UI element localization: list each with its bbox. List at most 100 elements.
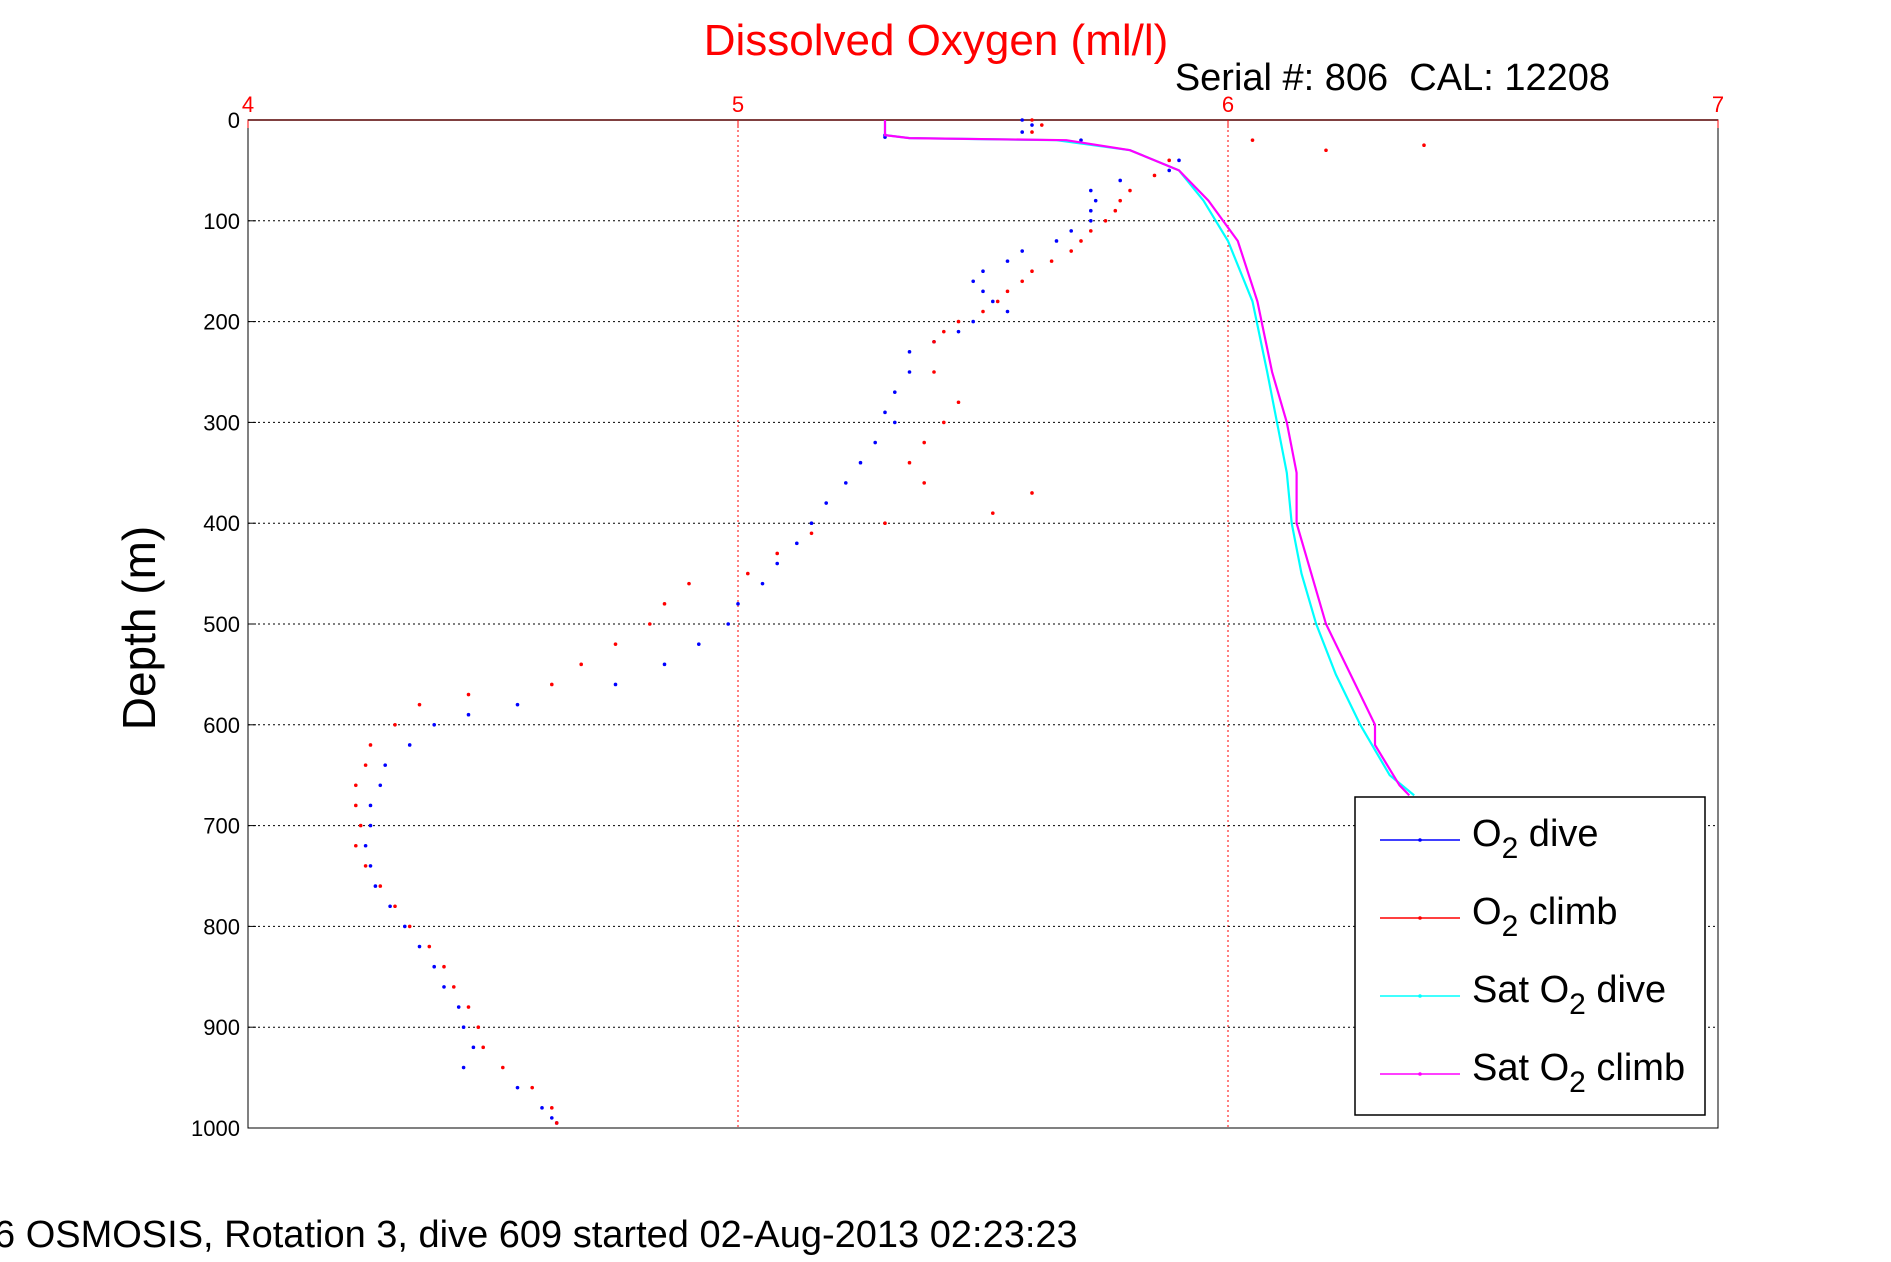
legend-marker-o2-dive (1418, 838, 1422, 842)
series-o2-dive-point (824, 501, 828, 505)
series-o2-climb-point (442, 964, 446, 969)
x-tick-label: 7 (1712, 92, 1724, 117)
series-o2-climb-point (648, 622, 652, 626)
series-o2-climb-point (1079, 239, 1083, 243)
y-tick-label: 300 (203, 410, 240, 435)
series-o2-dive-point (1069, 229, 1073, 233)
series-o2-dive-point (383, 763, 388, 767)
y-tick-label: 0 (228, 108, 240, 133)
series-o2-dive-point (1005, 259, 1010, 263)
y-tick-label: 400 (203, 511, 240, 536)
series-o2-dive-point (873, 440, 877, 445)
series-o2-dive-point (956, 329, 961, 334)
series-o2-dive-point (466, 712, 471, 717)
series-o2-dive-point (736, 602, 740, 606)
series-o2-dive-point (388, 904, 392, 909)
series-o2-climb-point (1049, 259, 1054, 263)
series-o2-climb-point (354, 803, 358, 808)
legend-marker-sat-o2-dive (1418, 994, 1422, 998)
series-o2-climb-point (393, 904, 397, 909)
series-o2-dive-point (760, 581, 765, 586)
series-o2-dive-point (795, 541, 799, 546)
series-o2-dive-point (907, 370, 912, 374)
series-o2-climb-point (1113, 208, 1118, 213)
series-o2-dive-point (368, 823, 373, 828)
footer-caption: 6 OSMOSIS, Rotation 3, dive 609 started … (0, 1214, 1078, 1256)
series-o2-climb-point (466, 692, 471, 697)
series-o2-climb-point (427, 944, 432, 949)
series-o2-climb-point (956, 400, 961, 405)
legend-label-sat-o2-dive: Sat O2 dive (1472, 969, 1666, 1021)
x-tick-labels: 4 5 6 7 (242, 92, 1724, 128)
series-o2-climb-point (922, 440, 926, 445)
y-tick-label: 200 (203, 310, 240, 335)
series-o2-climb-point (1030, 491, 1034, 495)
series-o2-climb-point (368, 743, 373, 747)
series-o2-climb-point (932, 370, 936, 374)
series-o2-dive-point (456, 1005, 461, 1009)
series-o2-climb-point (922, 481, 926, 485)
x-tick-label: 4 (242, 92, 254, 117)
chart-title: Dissolved Oxygen (ml/l) (704, 16, 1169, 65)
series-o2-dive-point (442, 985, 446, 989)
series-o2-climb-point (550, 1106, 554, 1110)
series-o2-climb-point (554, 1121, 559, 1125)
series-o2-climb-point (942, 329, 946, 334)
series-o2-dive-point (775, 561, 779, 566)
y-tick-label: 800 (203, 914, 240, 939)
series-o2-climb-point (417, 702, 422, 707)
series-o2-climb-point (1030, 118, 1034, 122)
series-o2-dive-point (1118, 178, 1122, 183)
series-o2-climb-point (358, 823, 363, 828)
series-o2-climb-point (662, 602, 667, 606)
series-o2-dive-point (1030, 123, 1034, 127)
series-o2-climb-point (1167, 158, 1171, 163)
series-o2-climb-point (1152, 173, 1157, 178)
series-o2-climb-point (579, 662, 583, 667)
series-o2-dive-point (893, 390, 897, 394)
legend-marker-sat-o2-climb (1418, 1072, 1422, 1076)
chart-subtitle: Serial #: 806 CAL: 12208 (1175, 57, 1610, 99)
series-o2-dive-point (1020, 118, 1024, 122)
series-o2-dive-point (907, 350, 912, 354)
series-o2-dive-point (368, 803, 373, 808)
series-o2-climb-point (1089, 229, 1093, 233)
series-o2-climb-point (907, 460, 912, 465)
series-o2-dive-point (971, 279, 975, 284)
series-o2-climb-point (1030, 130, 1034, 134)
series-o2-dive-point (1054, 239, 1059, 243)
series-o2-climb-point (991, 511, 995, 515)
series-o2-dive-point (461, 1065, 466, 1070)
series-o2-dive-point (540, 1106, 544, 1110)
series-o2-climb-point (883, 521, 887, 525)
series-o2-climb-point (1250, 138, 1255, 142)
series-o2-climb-point (501, 1065, 505, 1070)
y-axis-label: Depth (m) (113, 526, 165, 730)
y-tick-label: 500 (203, 612, 240, 637)
y-tick-label: 900 (203, 1015, 240, 1040)
series-o2-climb-point (1103, 219, 1108, 223)
series-o2-climb-point (1030, 269, 1034, 274)
series-o2-dive-point (432, 964, 437, 969)
series-o2-dive-point (844, 481, 848, 485)
series-o2-dive-point (1020, 130, 1024, 134)
series-o2-dive-point (613, 682, 618, 687)
series-o2-dive-point (1093, 198, 1098, 203)
series-o2-dive-point (662, 662, 667, 667)
legend-box (1354, 796, 1706, 1116)
legend-label-o2-climb: O2 climb (1472, 891, 1617, 943)
series-sat-o2-dive-line (883, 120, 1415, 797)
series-o2-climb-point (995, 299, 1000, 304)
series-o2-climb-point (363, 763, 368, 767)
series-o2-dive-point (550, 1116, 554, 1120)
series-o2-dive-point (403, 924, 407, 929)
series-o2-climb-point (1422, 143, 1426, 147)
series-o2-climb-point (942, 420, 946, 425)
series-o2-dive-point (971, 319, 975, 324)
legend-marker-o2-climb (1418, 916, 1422, 920)
series-o2-climb-point (476, 1025, 481, 1029)
series-o2-climb-point (746, 571, 750, 576)
series-o2-dive-point (515, 702, 520, 707)
series-o2-dive-point (368, 864, 373, 868)
